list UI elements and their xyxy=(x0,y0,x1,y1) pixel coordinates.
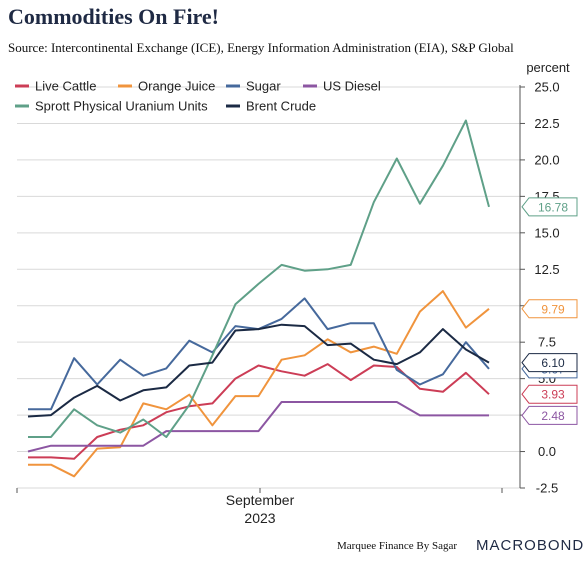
legend-label: US Diesel xyxy=(323,79,381,94)
axes: 25.022.520.017.515.012.510.07.55.02.50.0… xyxy=(16,60,570,526)
y-tick-label: 25.0 xyxy=(534,80,559,95)
end-value-label: 6.10 xyxy=(541,356,565,370)
legend-item: US Diesel xyxy=(303,79,381,94)
y-tick-label: 12.5 xyxy=(534,262,559,277)
series-lines xyxy=(27,119,490,478)
end-value-tag: 16.78 xyxy=(521,197,578,217)
brand-logo: MACROBOND xyxy=(476,537,584,554)
y-tick-label: 0.0 xyxy=(538,444,556,459)
end-value-label: 9.79 xyxy=(541,302,565,316)
series-line xyxy=(27,401,489,453)
y-tick-label: 7.5 xyxy=(538,335,556,350)
end-value-label: 2.48 xyxy=(541,409,565,423)
y-tick-label: -2.5 xyxy=(536,481,558,496)
chart-title: Commodities On Fire! xyxy=(8,4,220,29)
legend-item: Brent Crude xyxy=(226,99,316,114)
end-value-tag-box xyxy=(521,197,578,217)
end-value-tag: 6.10 xyxy=(521,353,578,373)
series-line xyxy=(28,363,490,460)
series-line xyxy=(28,290,490,478)
legend-item: Live Cattle xyxy=(15,79,96,94)
legend-label: Brent Crude xyxy=(246,99,316,114)
end-value-label: 16.78 xyxy=(538,200,568,214)
y-tick-label: 15.0 xyxy=(534,225,559,240)
footer-credit: Marquee Finance By Sagar xyxy=(337,540,458,552)
legend-item: Orange Juice xyxy=(118,79,215,94)
series-line xyxy=(28,119,490,438)
y-tick-label: 22.5 xyxy=(534,116,559,131)
legend-label: Live Cattle xyxy=(35,79,96,94)
legend-label: Sprott Physical Uranium Units xyxy=(35,99,208,114)
end-value-tag-box xyxy=(521,299,578,319)
legend-label: Orange Juice xyxy=(138,79,215,94)
series-line xyxy=(28,297,490,411)
end-value-tag-box xyxy=(521,405,578,425)
legend-item: Sprott Physical Uranium Units xyxy=(15,99,208,114)
end-value-label: 3.93 xyxy=(541,388,565,402)
end-value-tag-box xyxy=(521,384,578,404)
grid-lines xyxy=(17,86,520,489)
legend-item: Sugar xyxy=(226,79,281,94)
end-value-tag: 9.79 xyxy=(521,299,578,319)
y-axis-label: percent xyxy=(526,60,570,75)
series-line xyxy=(27,323,490,418)
legend-label: Sugar xyxy=(246,79,281,94)
chart-source: Source: Intercontinental Exchange (ICE),… xyxy=(8,40,514,55)
x-tick-label: September xyxy=(226,492,295,508)
end-value-tag-box xyxy=(521,353,578,373)
y-tick-label: 20.0 xyxy=(534,152,559,167)
end-value-tag: 3.93 xyxy=(521,384,578,404)
end-value-tag: 2.48 xyxy=(521,405,578,425)
legend: Live Cattle Orange Juice Sugar US Diesel Spr… xyxy=(15,79,381,114)
x-tick-label: 2023 xyxy=(244,510,275,526)
